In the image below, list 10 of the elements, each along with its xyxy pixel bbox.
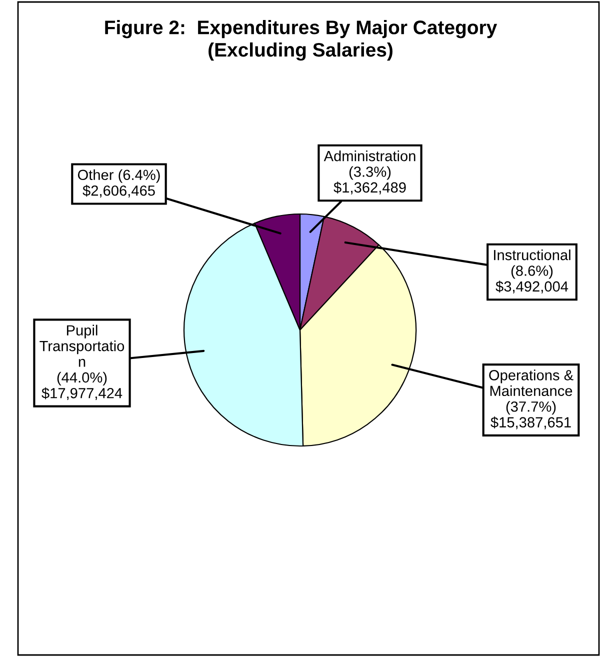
chart-title: Figure 2: Expenditures By Major Category (Excluding Salaries) [105,20,498,61]
slice-label: Instructional [494,249,570,260]
data-label: (37.7%) $15,387,651 [490,401,571,430]
slice-label: Other (6.4%) $2,606,465 [78,169,160,198]
data-label: (3.3%) $1,362,489 [334,166,406,194]
slice-label: Operations & Maintenance [489,370,574,396]
slice-label: Administration [324,150,416,162]
slice-label: Pupil Transportatio n [40,324,124,367]
data-label: (8.6%) $3,492,004 [496,265,568,294]
data-label: (44.0%) $17,977,424 [42,372,122,400]
